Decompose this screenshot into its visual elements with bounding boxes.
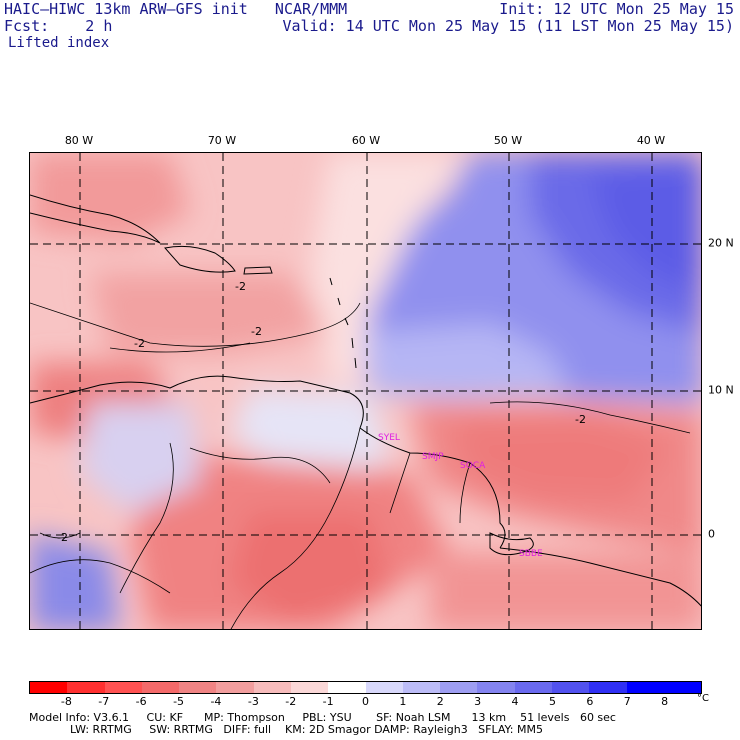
lon-label-80w: 80 W [64, 134, 94, 147]
coastlines [30, 194, 701, 629]
colorbar-tick-label: 2 [436, 695, 444, 708]
colorbar-swatch [290, 682, 329, 693]
colorbar-swatch [328, 682, 366, 693]
colorbar-tick-label: 3 [474, 695, 482, 708]
colorbar-tick-label: 8 [661, 695, 669, 708]
station-soca: SOCA [460, 461, 486, 471]
colorbar-swatch [514, 682, 552, 693]
contour-label: -2 [575, 413, 586, 426]
field-shading [30, 153, 701, 629]
colorbar-tick-label: -4 [210, 695, 222, 708]
colorbar-tick-label: -3 [247, 695, 259, 708]
colorbar-swatch [477, 682, 515, 693]
lon-label-60w: 60 W [351, 134, 381, 147]
model-info-line1: Model Info: V3.6.1 CU: KF MP: Thompson P… [29, 711, 616, 724]
colorbar-swatch [589, 682, 627, 693]
colorbar-swatch [440, 682, 478, 693]
lat-label-0: 0 [708, 527, 715, 541]
colorbar-tick-label: 4 [511, 695, 519, 708]
station-smjp: SMJP [422, 452, 444, 462]
contour-label-group: -2 -2 -2 -2 -2 [57, 280, 586, 544]
model-info-line2: LW: RRTMG SW: RRTMG DIFF: full KM: 2D Sm… [70, 723, 543, 736]
colorbar-tick-label: -6 [135, 695, 147, 708]
colorbar-unit: °C [697, 693, 709, 704]
colorbar-swatch [253, 682, 291, 693]
lon-label-40w: 40 W [636, 134, 666, 147]
colorbar-tick-label: 7 [623, 695, 631, 708]
colorbar-swatch [104, 682, 142, 693]
colorbar-tick-label: 5 [548, 695, 556, 708]
lon-label-50w: 50 W [493, 134, 523, 147]
lat-label-10n: 10 N [708, 383, 734, 397]
colorbar-tick-label: -7 [98, 695, 110, 708]
colorbar-swatch [141, 682, 180, 693]
lon-label-70w: 70 W [207, 134, 237, 147]
colorbar-swatch [365, 682, 403, 693]
contour-label: -2 [57, 531, 68, 544]
valid-time: Valid: 14 UTC Mon 25 May 15 (11 LST Mon … [282, 17, 734, 35]
colorbar-tick-label: -5 [173, 695, 185, 708]
colorbar-swatch [179, 682, 217, 693]
colorbar-swatch [663, 682, 702, 693]
colorbar [29, 681, 702, 694]
colorbar-swatch [67, 682, 105, 693]
graticule [30, 153, 701, 629]
contours [30, 302, 691, 539]
field-name: Lifted index [8, 35, 110, 51]
map-title: HAIC–HIWC 13km ARW–GFS init NCAR/MMM [4, 0, 348, 18]
init-time: Init: 12 UTC Mon 25 May 15 [499, 0, 734, 18]
colorbar-tick-label: 0 [362, 695, 369, 708]
colorbar-tick-label: 6 [586, 695, 594, 708]
colorbar-tick-label: 1 [399, 695, 407, 708]
contour-label: -2 [134, 337, 145, 350]
lifted-index-map: -2 -2 -2 -2 -2 SYEL SMJP SOCA SBBE [29, 152, 702, 630]
station-sbbe: SBBE [519, 549, 543, 559]
colorbar-swatch [216, 682, 254, 693]
forecast-hour: Fcst: 2 h [4, 17, 113, 35]
colorbar-swatch [551, 682, 590, 693]
lat-label-20n: 20 N [708, 236, 734, 250]
colorbar-tick-label: -1 [322, 695, 334, 708]
colorbar-swatch [30, 682, 68, 693]
colorbar-swatch [402, 682, 441, 693]
contour-label: -2 [235, 280, 246, 293]
contour-label: -2 [251, 325, 262, 338]
colorbar-tick-label: -2 [285, 695, 297, 708]
station-syel: SYEL [378, 433, 400, 443]
colorbar-swatch [626, 682, 664, 693]
colorbar-tick-label: -8 [60, 695, 72, 708]
